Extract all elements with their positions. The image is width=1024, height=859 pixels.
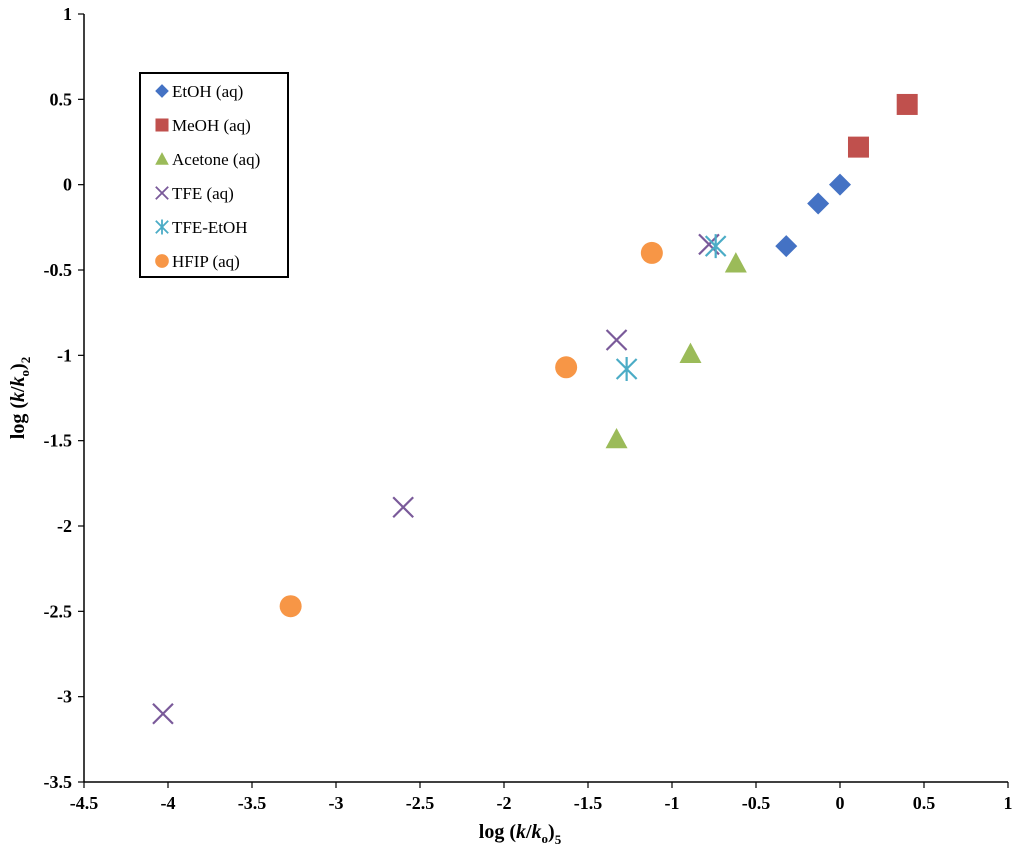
x-data-point [392,496,414,519]
diamond-data-point [807,192,830,215]
asterisk-data-point [704,234,727,259]
x-tick-label: -3.5 [238,793,267,813]
circle-data-point [279,595,302,618]
legend-label: Acetone (aq) [172,150,260,169]
diamond-data-point [775,235,798,258]
legend-label: MeOH (aq) [172,116,251,135]
x-tick-label: -2 [497,793,512,813]
y-tick-label: -3.5 [44,772,73,792]
x-tick-label: 0 [836,793,845,813]
y-tick-label: 0 [63,175,72,195]
legend: EtOH (aq) MeOH (aq) Acetone (aq) TFE (aq) TF… [139,72,289,278]
y-tick-label: -2.5 [44,601,73,621]
x-axis-title: log (k/ko)5 [479,821,562,847]
y-tick-label: -1.5 [44,431,73,451]
data-points [152,93,918,725]
legend-marker-triangle [155,152,169,165]
triangle-data-point [724,252,747,273]
x-tick-label: -0.5 [742,793,771,813]
y-tick-label: 0.5 [50,89,73,109]
legend-marker-square [155,118,169,132]
diamond-data-point [829,173,851,196]
tick-labels: -4.5 -4 -3.5 -3 -2.5 -2 -1.5 -1 -0.5 0 0.5 1 1 0.5 0 -0… [44,4,1013,813]
triangle-data-point [605,427,628,449]
circle-data-point [555,356,578,379]
square-data-point [847,136,869,158]
x-tick-label: 0.5 [913,793,936,813]
legend-label: HFIP (aq) [172,252,240,271]
axes [83,14,1008,783]
square-data-point [896,93,918,115]
legend-marker-asterisk [155,219,169,235]
x-tick-label: -4.5 [70,793,99,813]
legend-marker-x [155,186,169,200]
circle-data-point [640,241,663,264]
y-tick-label: 1 [63,4,72,24]
legend-label: TFE (aq) [172,184,234,203]
x-data-point [605,329,628,351]
y-tick-label: -2 [57,516,72,536]
legend-marker-circle [155,254,169,268]
x-tick-label: -3 [329,793,344,813]
x-tick-label: 1 [1004,793,1013,813]
legend-label: EtOH (aq) [172,82,243,101]
x-tick-label: -1.5 [574,793,603,813]
asterisk-data-point [615,356,638,381]
y-tick-label: -3 [57,687,72,707]
triangle-data-point [679,342,702,363]
x-data-point [152,702,174,725]
legend-box [139,72,289,278]
y-tick-label: -0.5 [44,260,73,280]
y-axis-title: log (k/ko)2 [7,357,33,439]
x-tick-label: -1 [665,793,680,813]
legend-marker-diamond [155,84,169,98]
legend-label: TFE-EtOH [172,218,248,237]
x-tick-label: -2.5 [406,793,435,813]
y-tick-label: -1 [57,345,72,365]
x-tick-label: -4 [161,793,176,813]
